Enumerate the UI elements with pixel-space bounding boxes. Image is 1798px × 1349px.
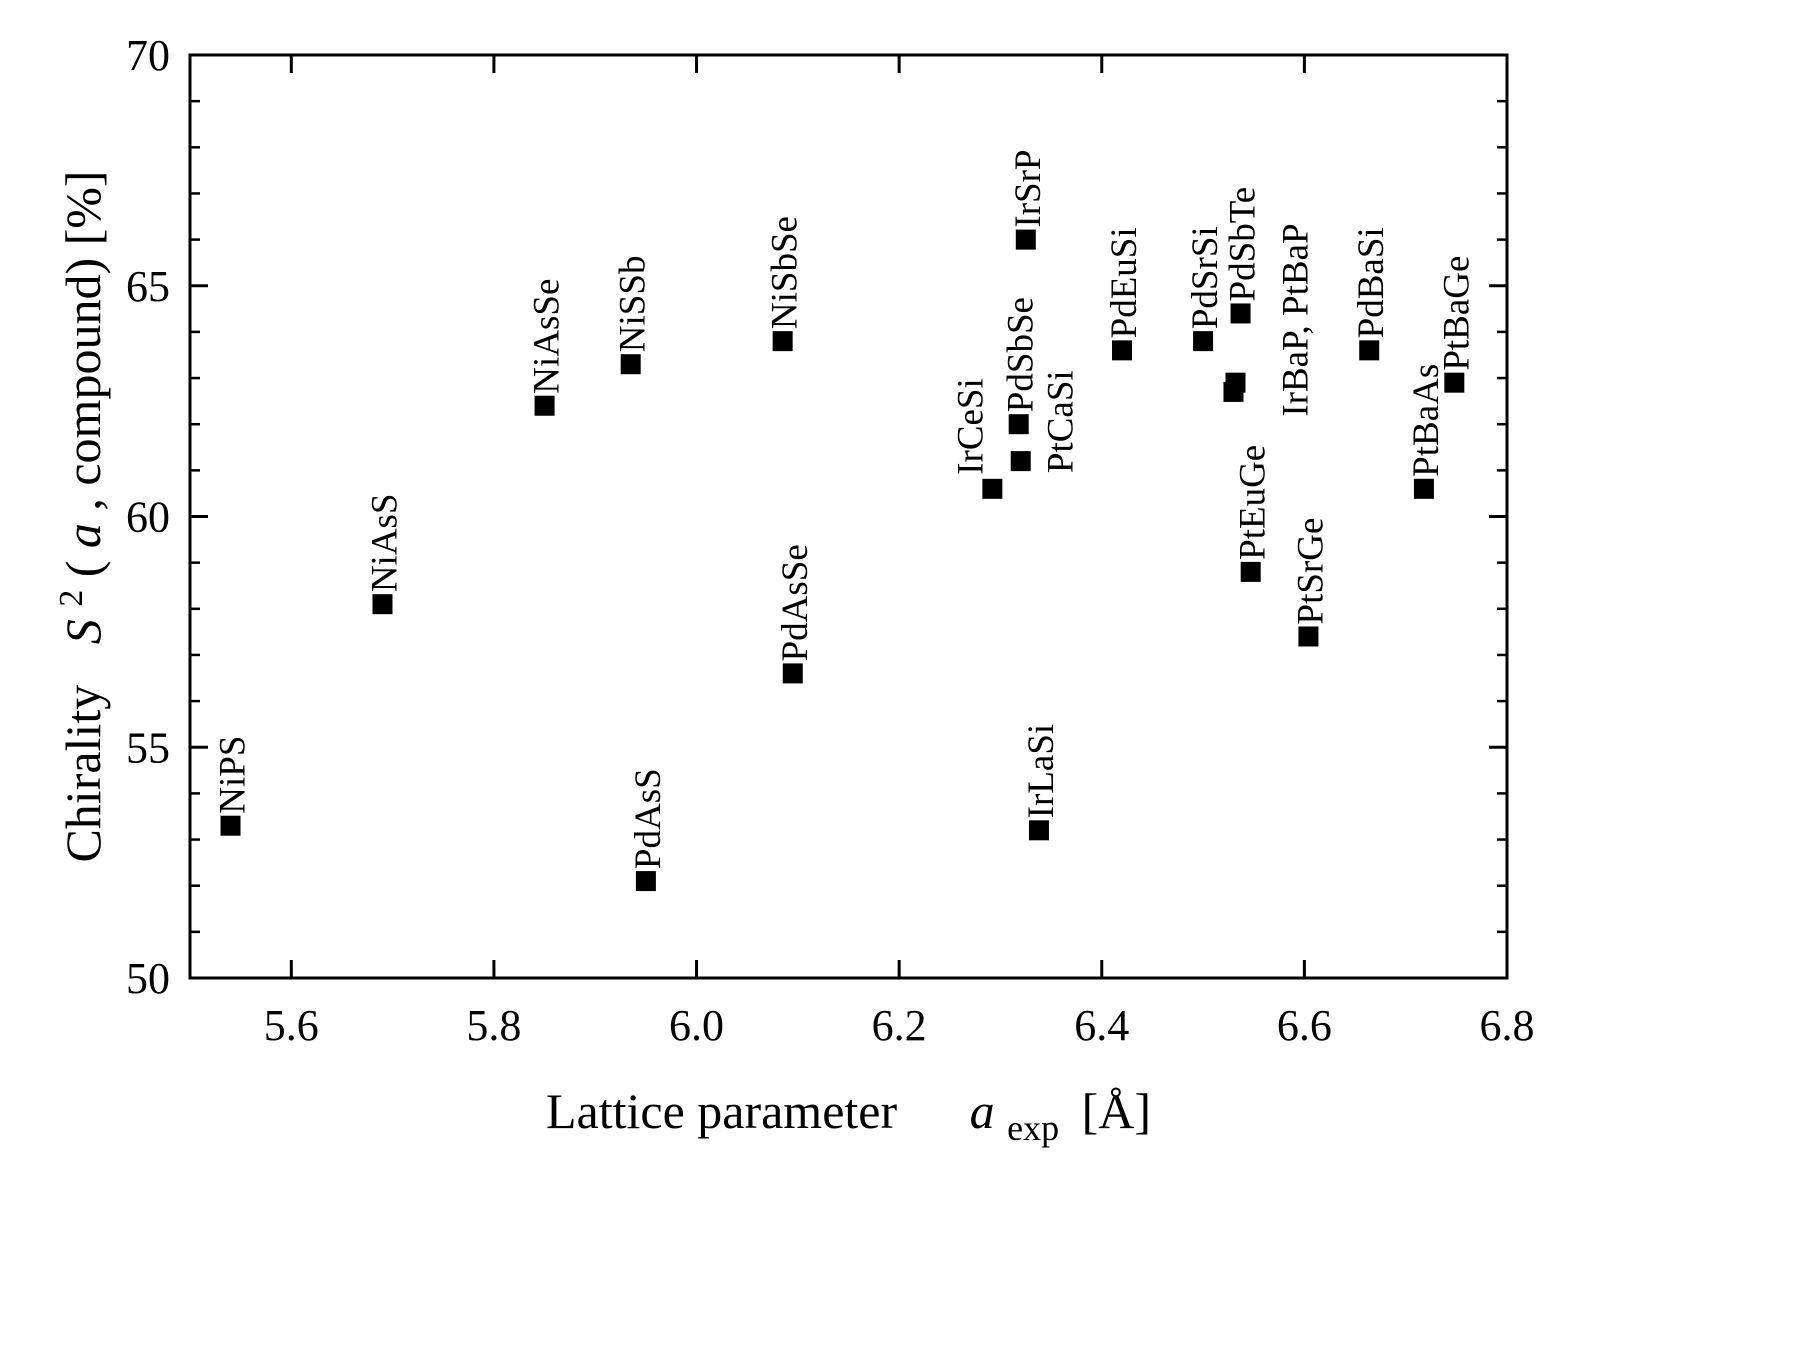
point-label: PtEuGe [1233, 445, 1274, 560]
data-point [620, 354, 641, 375]
x-tick-label: 6.2 [872, 1001, 927, 1050]
x-tick-label: 6.4 [1074, 1001, 1129, 1050]
data-point [220, 815, 241, 836]
y-tick-label: 65 [126, 262, 170, 311]
data-point [534, 395, 555, 416]
data-point [1112, 340, 1133, 361]
point-label: NiSSb [613, 256, 654, 353]
x-tick-label: 5.8 [466, 1001, 521, 1050]
point-label: IrCeSi [950, 378, 991, 475]
point-label: PtCaSi [1041, 370, 1082, 473]
x-tick-label: 6.0 [669, 1001, 724, 1050]
x-axis-title-unit: [Å] [1082, 1083, 1151, 1139]
data-point [1359, 340, 1380, 361]
point-label: PtBaAs [1406, 364, 1447, 477]
y-axis-title-open: ( [55, 561, 111, 578]
point-label: PdAsS [628, 768, 669, 869]
x-tick-labels: 5.6 5.8 6.0 6.2 6.4 6.6 6.8 [264, 1001, 1535, 1050]
data-point [1240, 561, 1261, 582]
y-tick-labels: 50 55 60 65 70 [126, 31, 170, 1003]
data-point [1015, 229, 1036, 250]
data-point [1444, 372, 1465, 393]
data-point [782, 663, 803, 684]
point-label: IrLaSi [1021, 724, 1062, 819]
y-tick-label: 50 [126, 954, 170, 1003]
data-point [1230, 303, 1251, 324]
point-label: NiAsS [364, 493, 405, 592]
y-axis-title: Chirality S 2 ( a , compound) [%] [37, 170, 111, 862]
y-axis-title-rest: , compound) [%] [55, 170, 111, 510]
x-axis-title-var: a [970, 1083, 995, 1139]
x-axis-title-sub: exp [1007, 1108, 1059, 1148]
point-label: PdEuSi [1104, 227, 1145, 338]
data-point [1298, 626, 1319, 647]
y-tick-label: 70 [126, 31, 170, 80]
x-tick-label: 6.6 [1277, 1001, 1332, 1050]
y-axis-title-var: S [55, 619, 111, 644]
y-tick-label: 55 [126, 723, 170, 772]
x-axis-title: Lattice parameter a exp [Å] [546, 1083, 1151, 1151]
point-label: PdAsSe [775, 544, 816, 661]
data-point [1413, 478, 1434, 499]
data-point [1028, 820, 1049, 841]
point-label: PdSrSi [1185, 226, 1226, 329]
point-labels: NiPS NiAsS NiAsSe NiSSb PdAsS NiSbSe PdAsSe IrC… [213, 149, 1478, 869]
point-label: IrBaP, PtBaP [1275, 223, 1316, 416]
point-label: NiAsSe [527, 279, 568, 394]
y-axis-title-prefix: Chirality [55, 685, 111, 863]
data-point [372, 594, 393, 615]
y-axis-title-arg: a [55, 523, 111, 548]
data-point [1193, 331, 1214, 352]
data-point [635, 871, 656, 892]
point-label: NiSbSe [765, 216, 806, 329]
data-point [772, 331, 793, 352]
data-point [1223, 381, 1244, 402]
data-point [982, 478, 1003, 499]
point-label: PdSbSe [1001, 297, 1042, 412]
point-label: PtSrGe [1290, 518, 1331, 625]
data-point [1008, 414, 1029, 435]
y-axis-title-sup: 2 [53, 590, 90, 607]
point-label: IrSrP [1008, 149, 1049, 227]
y-tick-label: 60 [126, 493, 170, 542]
data-points [220, 229, 1465, 892]
data-point [1010, 451, 1031, 472]
point-label: NiPS [213, 736, 254, 814]
point-label: PdBaSi [1351, 227, 1392, 338]
x-tick-label: 5.6 [264, 1001, 319, 1050]
plot-frame [188, 53, 1509, 980]
point-label: PdSbTe [1223, 187, 1264, 302]
x-tick-label: 6.8 [1480, 1001, 1535, 1050]
x-axis-title-main: Lattice parameter [546, 1083, 897, 1139]
point-label: PtBaGe [1436, 256, 1477, 371]
